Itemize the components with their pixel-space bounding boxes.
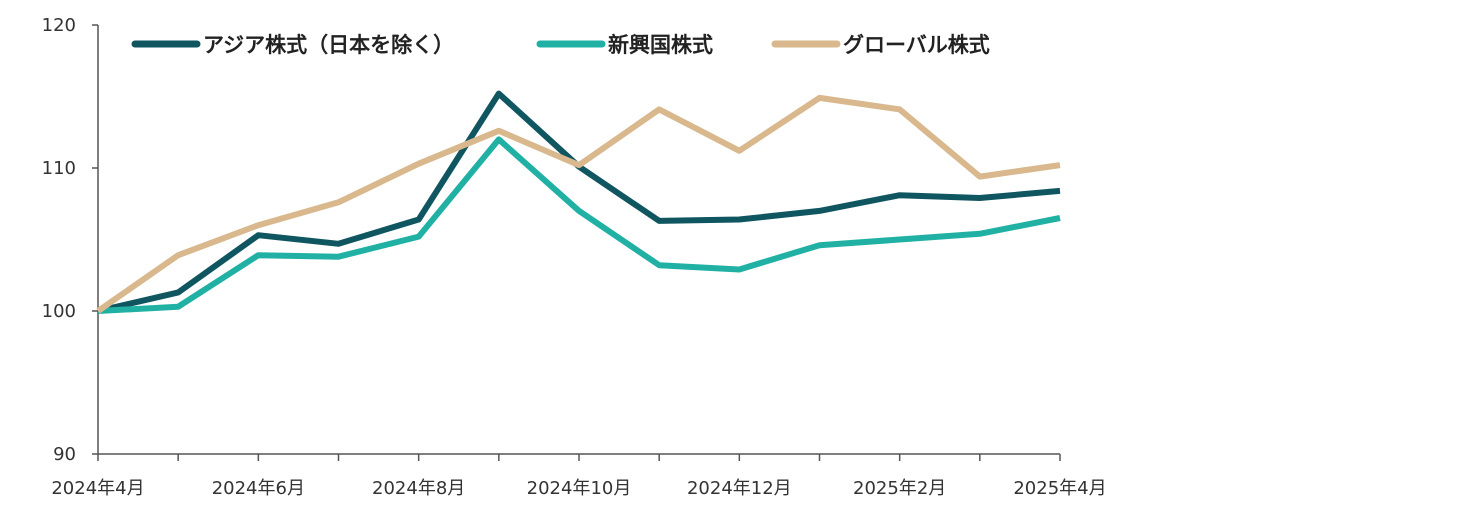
- series-line-2: [96, 94, 1061, 314]
- y-tick-label: 110: [42, 158, 76, 179]
- axes: 90 100 110 120 2024年4月 2024年6月 2024年8月 2024年10月…: [42, 15, 1107, 499]
- y-tick-label: 90: [53, 444, 76, 465]
- x-tick-label: 2024年6月: [212, 478, 305, 499]
- x-tick-label: 2024年8月: [372, 478, 465, 499]
- series-line-1: [97, 136, 1061, 314]
- x-tick-label: 2025年2月: [853, 478, 946, 499]
- legend-label-1: 新興国株式: [608, 33, 713, 57]
- legend: アジア株式（日本を除く） 新興国株式 グローバル株式: [131, 33, 990, 57]
- x-tick-label: 2024年10月: [527, 478, 632, 499]
- y-tick-label: 100: [42, 301, 76, 322]
- legend-label-0: アジア株式（日本を除く）: [203, 33, 454, 57]
- series-lines: [96, 90, 1061, 314]
- x-tick-label: 2025年4月: [1013, 478, 1106, 499]
- legend-label-2: グローバル株式: [843, 33, 990, 57]
- x-tick-label: 2024年12月: [687, 478, 792, 499]
- x-tick-label: 2024年4月: [51, 478, 144, 499]
- y-tick-label: 120: [42, 15, 76, 36]
